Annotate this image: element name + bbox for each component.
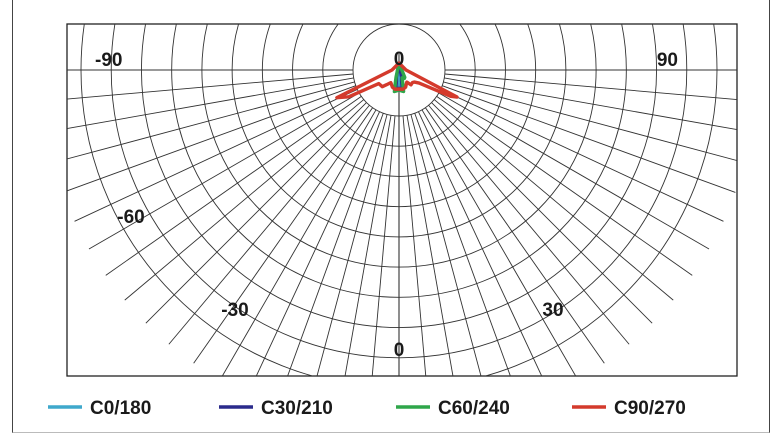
tick-label-2: -60 — [117, 207, 144, 228]
grid-spoke — [414, 113, 511, 376]
grid-spoke — [428, 104, 630, 345]
grid-spoke — [67, 85, 356, 192]
grid-spoke — [436, 96, 693, 276]
grid-spoke — [418, 111, 543, 376]
grid-spoke — [433, 99, 674, 301]
legend-label-0: C0/180 — [90, 398, 151, 419]
grid-spoke — [443, 81, 737, 162]
grid-spoke — [193, 107, 373, 364]
legend-label-2: C60/240 — [438, 398, 510, 419]
grid-spoke — [67, 73, 354, 100]
angle-tick-labels: -90 90 -60 -30 30 0 0 — [95, 49, 678, 361]
chart-frame: -90 90 -60 -30 30 0 0 C0/180 C30/210 C60/240 C90/… — [12, 0, 770, 433]
grid-spoke — [444, 73, 737, 101]
grid-spoke — [88, 92, 360, 250]
tick-label-3: -30 — [221, 300, 248, 321]
grid-spoke — [344, 115, 392, 376]
polar-chart: -90 90 -60 -30 30 0 0 C0/180 C30/210 C60/240 C90/… — [48, 23, 738, 419]
grid-spoke — [124, 99, 365, 301]
grid-spoke — [442, 85, 736, 193]
grid-spoke — [440, 89, 724, 222]
grid-spoke — [74, 89, 358, 222]
grid-spoke — [67, 81, 355, 160]
grid-spoke — [438, 92, 710, 250]
tick-label-1: 90 — [657, 50, 678, 71]
grid-spoke — [105, 96, 362, 276]
grid-spoke — [425, 107, 605, 364]
grid-spoke — [421, 109, 577, 376]
tick-label-6: 0 — [394, 49, 405, 70]
grid-spoke — [255, 111, 380, 376]
grid-spoke — [410, 114, 482, 376]
grid-spoke — [168, 104, 370, 345]
grid-spoke — [145, 102, 367, 324]
grid-spoke — [406, 115, 454, 376]
tick-label-4: 30 — [542, 300, 563, 321]
tick-label-5: 0 — [394, 340, 405, 361]
grid-spoke — [67, 77, 354, 129]
series-curves — [335, 61, 459, 100]
grid-spoke — [402, 115, 427, 376]
legend-label-1: C30/210 — [261, 398, 333, 419]
grid-spoke — [431, 102, 653, 324]
legend: C0/180 C30/210 C60/240 C90/270 — [48, 398, 686, 419]
grid-spoke — [221, 109, 377, 376]
grid-spoke — [287, 113, 384, 376]
grid-spoke — [371, 115, 396, 376]
series-curve-3 — [335, 61, 459, 100]
grid-spoke — [316, 114, 388, 376]
tick-label-0: -90 — [95, 50, 122, 71]
grid-spoke — [444, 77, 737, 131]
legend-label-3: C90/270 — [614, 398, 686, 419]
polar-grid — [67, 24, 737, 376]
